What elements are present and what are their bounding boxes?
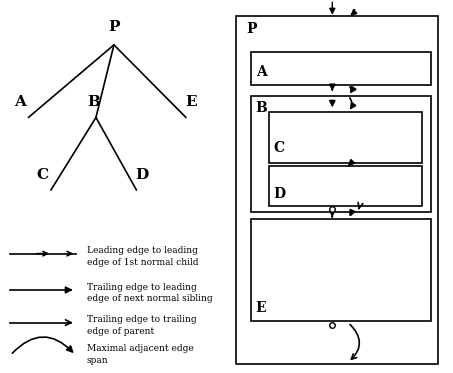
FancyArrowPatch shape xyxy=(66,320,71,325)
FancyArrowPatch shape xyxy=(350,1,357,15)
Text: B: B xyxy=(256,101,268,115)
FancyArrowPatch shape xyxy=(330,210,335,217)
Text: C: C xyxy=(274,141,285,155)
Bar xyxy=(251,52,431,85)
FancyArrowPatch shape xyxy=(37,251,48,256)
FancyArrowPatch shape xyxy=(12,337,72,353)
FancyArrowPatch shape xyxy=(66,287,71,293)
Text: P: P xyxy=(108,20,120,34)
FancyArrowPatch shape xyxy=(330,84,335,90)
Text: E: E xyxy=(256,301,266,315)
FancyArrowPatch shape xyxy=(350,87,356,92)
Text: A: A xyxy=(256,65,266,79)
Text: A: A xyxy=(14,95,26,110)
FancyArrowPatch shape xyxy=(349,160,355,166)
Text: C: C xyxy=(37,168,49,182)
FancyArrowPatch shape xyxy=(67,251,72,256)
Text: B: B xyxy=(87,95,100,110)
Bar xyxy=(269,166,422,206)
Bar xyxy=(251,96,431,212)
FancyArrowPatch shape xyxy=(350,210,355,215)
Text: Leading edge to leading
edge of 1st normal child: Leading edge to leading edge of 1st norm… xyxy=(87,246,198,267)
FancyArrowPatch shape xyxy=(358,203,363,209)
Text: Trailing edge to trailing
edge of parent: Trailing edge to trailing edge of parent xyxy=(87,315,197,336)
Text: Maximal adjacent edge
span: Maximal adjacent edge span xyxy=(87,344,194,365)
Text: D: D xyxy=(274,187,286,201)
Text: P: P xyxy=(247,22,257,35)
Bar xyxy=(236,16,438,364)
Text: D: D xyxy=(135,168,149,182)
Text: E: E xyxy=(186,95,197,110)
Text: Trailing edge to leading
edge of next normal sibling: Trailing edge to leading edge of next no… xyxy=(87,283,212,304)
FancyArrowPatch shape xyxy=(330,100,335,106)
FancyArrowPatch shape xyxy=(350,98,356,108)
Bar xyxy=(251,219,431,321)
FancyArrowPatch shape xyxy=(350,325,359,359)
Bar xyxy=(269,112,422,163)
